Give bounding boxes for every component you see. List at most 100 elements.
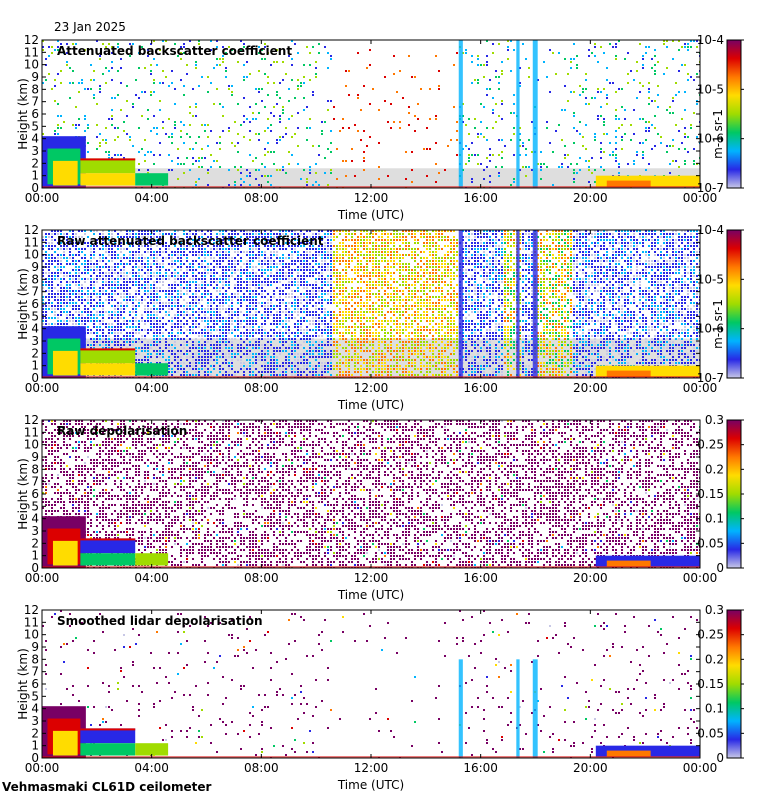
- colorbar-tick-label: 0.1: [705, 702, 724, 716]
- colorbar-tick-label: 0.15: [697, 677, 724, 691]
- y-tick-label: 4: [31, 512, 39, 526]
- x-tick-label: 08:00: [244, 761, 279, 775]
- y-tick-label: 8: [31, 82, 39, 96]
- y-tick-label: 11: [24, 615, 39, 629]
- y-tick-label: 4: [31, 702, 39, 716]
- precip-streak: [516, 40, 520, 188]
- colorbar-tick-label: 0.15: [697, 487, 724, 501]
- colorbar-tick-label: 0.05: [697, 726, 724, 740]
- y-tick-label: 6: [31, 297, 39, 311]
- x-tick-label: 08:00: [244, 571, 279, 585]
- precip-streak: [458, 230, 463, 378]
- y-tick-label: 3: [31, 144, 39, 158]
- x-tick-label: 20:00: [573, 381, 608, 395]
- x-tick-label: 04:00: [134, 761, 169, 775]
- colorbar-tick-label: 0.1: [705, 512, 724, 526]
- x-tick-label: 04:00: [134, 571, 169, 585]
- x-tick-label: 00:00: [683, 571, 718, 585]
- colorbar-tick-label: 10-5: [697, 82, 724, 96]
- colorbar-gradient: [726, 39, 742, 189]
- y-tick-label: 1: [31, 549, 39, 563]
- y-axis-label: Height (km): [16, 458, 30, 529]
- colorbar-tick-label: 0.05: [697, 536, 724, 550]
- y-tick-label: 8: [31, 652, 39, 666]
- x-tick-label: 16:00: [463, 761, 498, 775]
- colorbar-tick-label: 0.25: [697, 438, 724, 452]
- colorbar-tick-label: 10-5: [697, 272, 724, 286]
- heatmap-background: [42, 610, 700, 758]
- y-tick-label: 11: [24, 235, 39, 249]
- y-tick-label: 11: [24, 425, 39, 439]
- y-tick-label: 1: [31, 169, 39, 183]
- y-tick-label: 2: [31, 726, 39, 740]
- colorbar-unit-label: m-1 sr-1: [711, 109, 725, 159]
- heatmap-field: [42, 610, 700, 758]
- x-tick-label: 16:00: [463, 381, 498, 395]
- panel-title: Raw depolarisation: [57, 424, 187, 438]
- x-tick-label: 00:00: [25, 571, 60, 585]
- y-tick-label: 9: [31, 450, 39, 464]
- y-tick-label: 7: [31, 95, 39, 109]
- x-tick-label: 12:00: [354, 761, 389, 775]
- x-tick-label: 12:00: [354, 191, 389, 205]
- precip-streak: [458, 40, 463, 188]
- date-label: 23 Jan 2025: [54, 20, 126, 34]
- y-tick-label: 9: [31, 70, 39, 84]
- late-cloud-layer: [595, 365, 700, 377]
- x-tick-label: 04:00: [134, 191, 169, 205]
- colorbar-tick-label: 10-6: [697, 322, 724, 336]
- x-tick-label: 20:00: [573, 761, 608, 775]
- x-tick-label: 20:00: [573, 571, 608, 585]
- x-tick-label: 12:00: [354, 571, 389, 585]
- y-tick-label: 8: [31, 272, 39, 286]
- colorbar-tick-label: 0.25: [697, 628, 724, 642]
- low-cloud-layer: [42, 326, 169, 378]
- low-cloud-layer: [42, 516, 169, 568]
- colorbar-gradient: [726, 609, 742, 759]
- heatmap-field: [42, 230, 700, 378]
- heatmap-field: [42, 420, 700, 568]
- x-tick-label: 00:00: [25, 191, 60, 205]
- x-tick-label: 00:00: [683, 761, 718, 775]
- instrument-footer: Vehmasmaki CL61D ceilometer: [2, 780, 212, 794]
- x-tick-label: 12:00: [354, 381, 389, 395]
- x-axis-label: Time (UTC): [337, 398, 404, 412]
- y-tick-label: 12: [24, 33, 39, 47]
- y-tick-label: 3: [31, 334, 39, 348]
- x-tick-label: 00:00: [25, 381, 60, 395]
- colorbar-tick-label: 10-7: [697, 371, 724, 385]
- y-tick-label: 3: [31, 714, 39, 728]
- precip-streak: [516, 230, 520, 378]
- colorbar-tick-label: 0.3: [705, 603, 724, 617]
- colorbar-tick-label: 0.2: [705, 462, 724, 476]
- late-cloud-layer: [595, 745, 700, 757]
- y-tick-label: 1: [31, 359, 39, 373]
- y-tick-label: 0: [31, 181, 39, 195]
- y-tick-label: 4: [31, 132, 39, 146]
- y-tick-label: 5: [31, 689, 39, 703]
- y-tick-label: 10: [24, 58, 39, 72]
- x-tick-label: 04:00: [134, 381, 169, 395]
- x-tick-label: 20:00: [573, 191, 608, 205]
- colorbar-tick-label: 10-4: [697, 223, 724, 237]
- colorbar-tick-label: 0: [716, 561, 724, 575]
- x-tick-label: 16:00: [463, 191, 498, 205]
- y-tick-label: 9: [31, 640, 39, 654]
- precip-streak: [532, 230, 538, 378]
- y-tick-label: 12: [24, 413, 39, 427]
- colorbar: 0.3 0.25 0.2 0.15 0.1 0.05 0: [697, 413, 744, 575]
- y-tick-label: 10: [24, 628, 39, 642]
- y-tick-label: 2: [31, 346, 39, 360]
- colorbar-tick-label: 0.3: [705, 413, 724, 427]
- y-tick-label: 2: [31, 156, 39, 170]
- y-tick-label: 6: [31, 487, 39, 501]
- x-tick-label: 16:00: [463, 571, 498, 585]
- y-tick-label: 12: [24, 603, 39, 617]
- precip-streak: [516, 659, 520, 758]
- y-tick-label: 6: [31, 107, 39, 121]
- y-tick-label: 0: [31, 371, 39, 385]
- colorbar: 10-4 10-5 10-6 10-7 m-1 sr-1: [697, 33, 744, 195]
- y-tick-label: 5: [31, 499, 39, 513]
